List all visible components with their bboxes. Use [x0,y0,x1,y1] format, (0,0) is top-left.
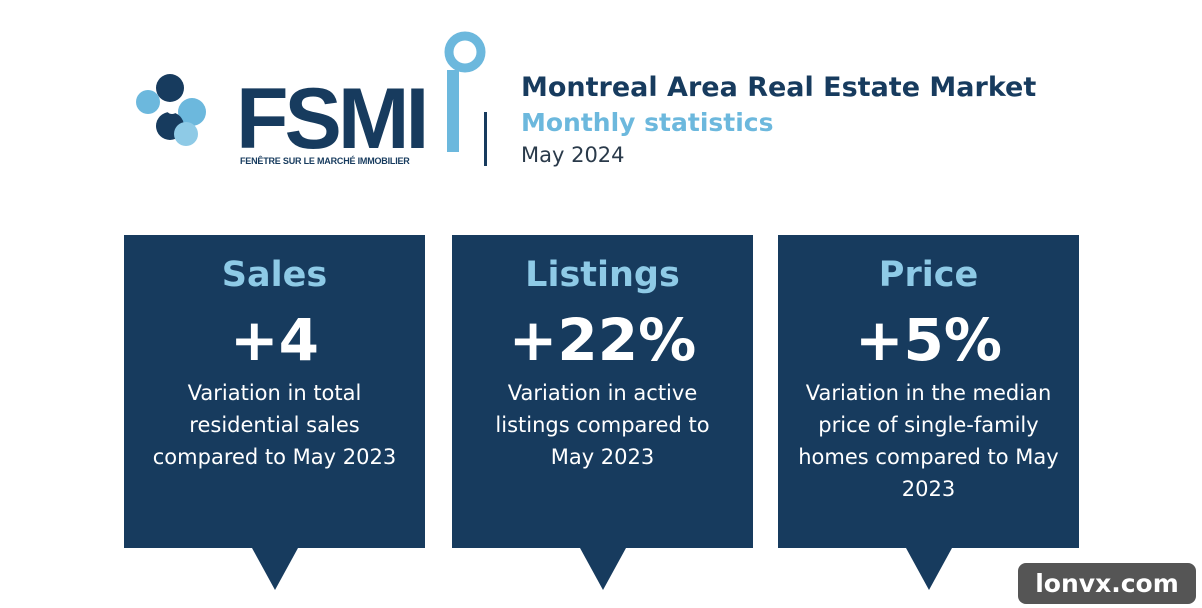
card-value: +4 [230,306,319,374]
header-subtitle: Monthly statistics [521,108,774,137]
card-title: Listings [525,255,680,295]
logo-subtitle: FENÊTRE SUR LE MARCHÉ IMMOBILIER [240,156,410,166]
card-description: Variation in active listings compared to… [495,381,710,469]
card-title: Sales [221,255,328,295]
logo-icon [136,74,206,146]
logo-graphics [136,31,486,152]
card-description: Variation in the median price of single-… [798,381,1059,501]
card-value: +22% [508,306,697,374]
divider [484,112,487,166]
stat-card: Sales +4 Variation in total residential … [124,235,425,590]
watermark: lonvx.com [1018,563,1196,604]
logo-key [444,31,486,152]
stat-card: Listings +22% Variation in active listin… [452,235,753,590]
header-title: Montreal Area Real Estate Market [521,72,1037,103]
header-date: May 2024 [521,143,625,167]
stat-card: Price +5% Variation in the median price … [778,235,1079,590]
logo-text: FSMI [236,71,429,167]
card-value: +5% [854,306,1003,374]
card-title: Price [878,255,979,295]
card-description: Variation in total residential sales com… [152,381,397,469]
